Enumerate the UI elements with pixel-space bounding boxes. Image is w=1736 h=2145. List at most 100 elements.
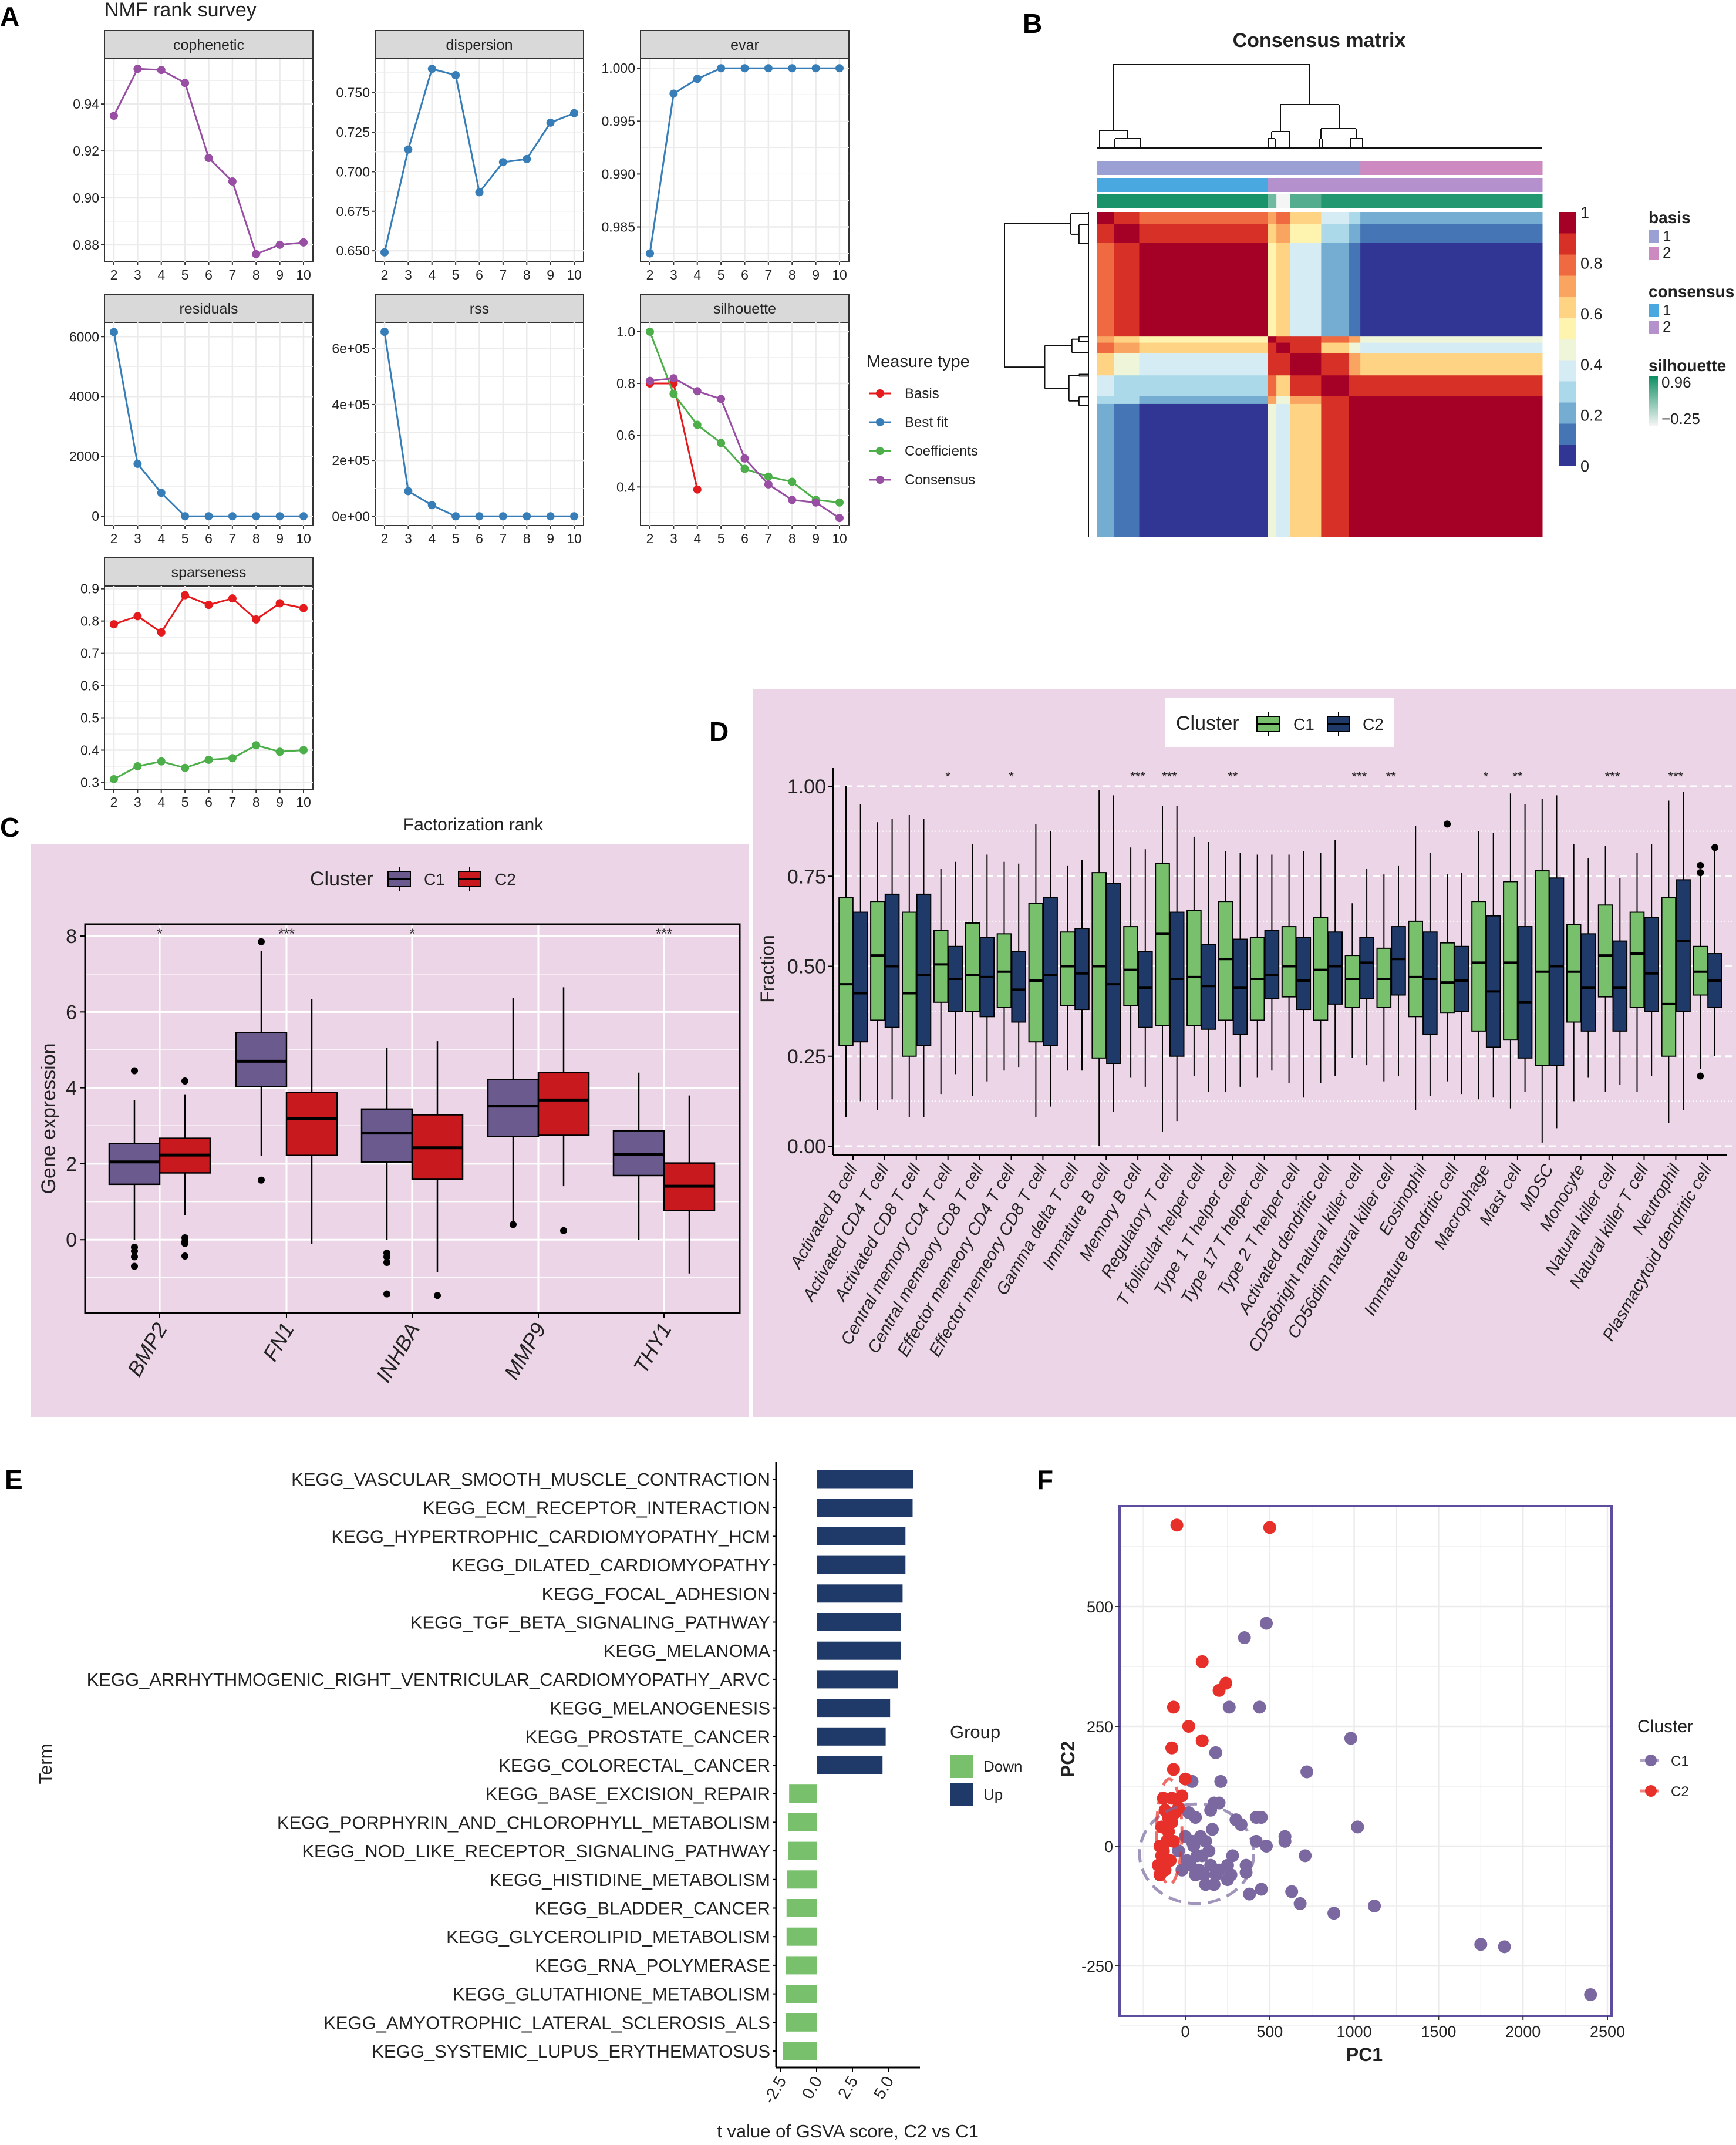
plot-background bbox=[1120, 1506, 1612, 2016]
scatter-point bbox=[1182, 1720, 1195, 1733]
x-tick-label: 10 bbox=[296, 267, 311, 282]
heatmap-cell bbox=[1360, 396, 1543, 405]
heatmap-cell bbox=[1097, 224, 1115, 243]
term-label: KEGG_DILATED_CARDIOMYOPATHY bbox=[451, 1555, 770, 1575]
legend-item-label: C1 bbox=[1671, 1753, 1689, 1769]
data-point bbox=[299, 604, 308, 612]
data-point bbox=[181, 591, 190, 600]
facet-rss: rss 0e+00 2e+05 4e+05 6e+05 2 3 4 5 6 7 8 9 10 bbox=[332, 294, 584, 546]
x-tick-label: 8 bbox=[788, 531, 796, 546]
scatter-point bbox=[1221, 1873, 1234, 1887]
colorbar-bin bbox=[1559, 212, 1576, 234]
x-tick-label: 2 bbox=[646, 531, 654, 546]
box-iqr bbox=[1517, 926, 1533, 1059]
x-tick-label: 4 bbox=[428, 267, 436, 282]
heatmap-cell bbox=[1268, 342, 1277, 353]
heatmap-cell bbox=[1360, 243, 1543, 337]
cluster-legend: Cluster C1 C2 bbox=[1165, 698, 1394, 747]
x-tick-label: 4 bbox=[157, 267, 165, 282]
data-point bbox=[228, 177, 237, 186]
data-point bbox=[252, 512, 261, 521]
scatter-point bbox=[1584, 1988, 1597, 2001]
colorbar-tick-label: 0.8 bbox=[1580, 254, 1603, 272]
term-label: KEGG_GLYCEROLIPID_METABOLISM bbox=[446, 1927, 770, 1947]
y-tick-label: 4000 bbox=[69, 389, 99, 404]
data-point bbox=[523, 512, 531, 521]
legend-title-silhouette: silhouette bbox=[1649, 356, 1726, 375]
data-point bbox=[275, 747, 284, 756]
scatter-point bbox=[1299, 1849, 1312, 1863]
x-tick-label: 7 bbox=[228, 794, 236, 810]
box-iqr bbox=[1043, 897, 1058, 1046]
y-tick-label: 0.4 bbox=[616, 479, 635, 494]
box-iqr bbox=[1503, 881, 1518, 1041]
box-outlier bbox=[131, 1253, 138, 1261]
heatmap-cell bbox=[1139, 243, 1269, 337]
heatmap-cell bbox=[1321, 336, 1350, 344]
data-point bbox=[835, 64, 844, 73]
legend-key-point bbox=[1645, 1785, 1657, 1797]
y-tick-label: 2e+05 bbox=[332, 453, 370, 468]
scatter-point bbox=[1255, 1811, 1268, 1824]
annotation-consensus-cell bbox=[1276, 178, 1291, 192]
data-point bbox=[570, 512, 578, 521]
data-point bbox=[228, 754, 237, 763]
y-tick-label: 4 bbox=[66, 1077, 77, 1100]
scatter-point bbox=[1226, 1849, 1239, 1863]
x-tick-label: 6 bbox=[205, 531, 213, 546]
term-label: KEGG_ARRHYTHMOGENIC_RIGHT_VENTRICULAR_CA… bbox=[87, 1669, 770, 1690]
box-outlier bbox=[560, 1227, 567, 1234]
term-label: KEGG_MELANOMA bbox=[604, 1641, 771, 1661]
heatmap-cell bbox=[1276, 342, 1291, 353]
x-tick-label: 7 bbox=[499, 267, 507, 282]
y-tick-label: 6e+05 bbox=[332, 341, 370, 356]
box-iqr bbox=[360, 1108, 413, 1163]
y-tick-label: 0.3 bbox=[80, 775, 99, 790]
legend-item-label: C2 bbox=[1671, 1784, 1689, 1800]
data-point bbox=[133, 612, 142, 621]
scatter-point bbox=[1165, 1792, 1178, 1805]
y-tick-label: 0.995 bbox=[601, 113, 635, 129]
data-point bbox=[646, 327, 654, 336]
data-point bbox=[646, 376, 654, 385]
heatmap-cell bbox=[1114, 396, 1140, 405]
y-tick-label: 4e+05 bbox=[332, 397, 370, 412]
box-iqr bbox=[965, 922, 980, 1012]
x-tick-label: 6 bbox=[741, 531, 749, 546]
y-tick-label: 1.000 bbox=[601, 60, 635, 76]
box-outlier bbox=[1444, 820, 1451, 828]
heatmap-cell bbox=[1321, 224, 1350, 243]
y-tick-label: 0.7 bbox=[80, 646, 99, 661]
heatmap-cell bbox=[1097, 336, 1115, 344]
bar-up bbox=[817, 1555, 906, 1574]
box-iqr bbox=[902, 911, 917, 1057]
heatmap-cell bbox=[1114, 352, 1140, 376]
panel-letter-e: E bbox=[5, 1464, 23, 1495]
data-point bbox=[157, 489, 166, 497]
legend-key-point bbox=[876, 389, 884, 398]
box-iqr bbox=[1028, 903, 1044, 1043]
colorbar-bin bbox=[1559, 381, 1576, 403]
heatmap-cell bbox=[1276, 403, 1291, 537]
box-iqr bbox=[1155, 863, 1170, 1026]
x-tick-label: 2 bbox=[381, 531, 389, 546]
heatmap-cell bbox=[1139, 212, 1269, 225]
significance-marker: * bbox=[945, 769, 950, 784]
scatter-point bbox=[1167, 1700, 1180, 1714]
silhouette-gradient bbox=[1649, 376, 1658, 426]
box-iqr bbox=[537, 1072, 590, 1136]
heatmap-cell bbox=[1139, 352, 1269, 376]
y-tick-label: 0 bbox=[92, 509, 99, 524]
heatmap-cell bbox=[1097, 403, 1115, 537]
significance-marker: *** bbox=[1668, 769, 1684, 784]
legend-item-label: Consensus bbox=[905, 472, 975, 488]
annotation-consensus-cell bbox=[1114, 178, 1140, 192]
data-point bbox=[693, 75, 702, 83]
y-tick-label: 0.725 bbox=[336, 124, 370, 140]
data-point bbox=[252, 615, 261, 624]
heatmap-cell bbox=[1360, 224, 1543, 243]
data-point bbox=[717, 439, 726, 447]
x-tick-label: 6 bbox=[476, 267, 483, 282]
heatmap-cell bbox=[1321, 396, 1350, 405]
